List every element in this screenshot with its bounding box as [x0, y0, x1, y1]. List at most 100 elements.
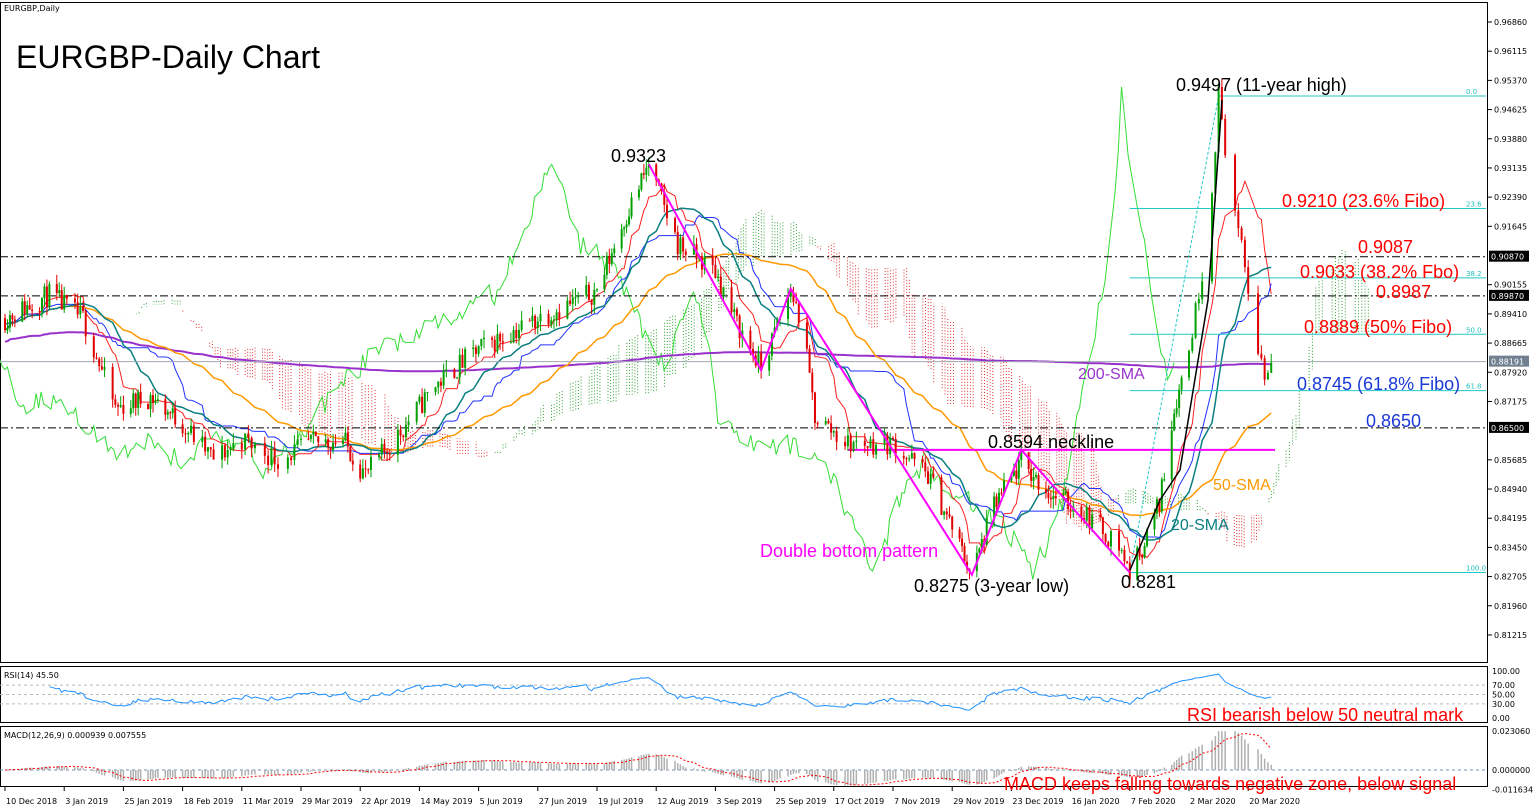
price-tick-label: 0.92390	[1494, 193, 1527, 202]
candle-body	[608, 256, 611, 265]
candle-body	[692, 244, 695, 255]
candle-body	[458, 354, 461, 378]
candle-body	[244, 433, 247, 450]
candle-body	[827, 420, 830, 424]
candle-body	[663, 191, 666, 205]
candle-body	[404, 424, 407, 438]
candle-body	[824, 420, 827, 425]
candle-body	[174, 408, 177, 425]
candle-body	[1191, 337, 1194, 351]
candle-body	[932, 473, 935, 478]
candle-body	[26, 305, 29, 315]
candle-body	[349, 446, 352, 461]
candle-body	[369, 456, 372, 470]
candle-body	[187, 432, 190, 435]
candle-body	[574, 297, 577, 299]
candle-body	[1067, 491, 1070, 510]
candle-body	[816, 422, 819, 425]
candle-body	[993, 496, 996, 519]
candle-body	[226, 450, 229, 458]
candle-body	[830, 423, 833, 433]
candle-body	[169, 412, 172, 414]
price-tick-label: 0.85685	[1494, 456, 1527, 465]
candle-body	[1138, 547, 1141, 555]
price-tick-label: 0.87920	[1494, 368, 1527, 377]
candle-body	[719, 276, 722, 296]
price-tick-label: 0.83450	[1494, 543, 1527, 552]
candle-body	[38, 311, 41, 313]
candle-body	[910, 453, 913, 459]
candle-body	[477, 345, 480, 354]
rsi-tick-label: 50.00	[1492, 691, 1515, 700]
candle-body	[684, 251, 687, 255]
candle-body	[1120, 549, 1123, 551]
candle-body	[1109, 531, 1112, 547]
double-bottom-pattern-lines	[647, 99, 1223, 577]
candle-body	[722, 287, 725, 296]
date-tick-label: 10 Dec 2018	[6, 797, 57, 806]
candle-body	[1194, 303, 1197, 338]
date-tick-label: 16 Jan 2020	[1072, 797, 1120, 806]
candle-body	[1197, 299, 1200, 304]
candle-body	[293, 444, 296, 461]
candle-body	[1035, 475, 1038, 478]
candle-body	[539, 313, 542, 322]
candle-body	[1054, 495, 1057, 499]
candle-body	[367, 469, 370, 471]
candle-body	[250, 437, 253, 449]
date-tick-label: 12 Aug 2019	[657, 797, 708, 806]
candle-body	[437, 381, 440, 388]
candle-body	[547, 313, 550, 325]
candle-body	[1003, 480, 1005, 493]
candle-body	[1243, 239, 1246, 268]
candle-body	[137, 391, 140, 408]
candle-body	[1047, 493, 1050, 498]
candle-body	[1030, 469, 1033, 481]
candle-body	[637, 189, 640, 198]
rsi-tick-label: 70.00	[1492, 681, 1515, 690]
price-panel-frame	[0, 2, 1488, 663]
candle-body	[587, 284, 590, 300]
candle-body	[571, 297, 574, 304]
candle-body	[1153, 513, 1156, 530]
sma-50-line	[4, 253, 1272, 517]
candle-body	[1052, 495, 1055, 500]
candle-body	[434, 387, 437, 393]
candle-body	[1214, 152, 1217, 194]
annotation-0-8650: 0.8650	[1366, 411, 1421, 431]
price-tick-label: 0.82705	[1494, 573, 1527, 582]
candle-body	[902, 456, 905, 459]
candle-body	[201, 436, 204, 442]
candle-body	[499, 334, 502, 342]
date-tick-label: 14 May 2019	[420, 797, 472, 806]
candle-body	[6, 327, 9, 330]
candle-body	[1188, 350, 1190, 378]
candle-body	[84, 310, 87, 337]
price-tick-label: 0.81215	[1494, 631, 1527, 640]
candle-body	[351, 460, 354, 465]
candle-body	[978, 548, 981, 553]
date-tick-label: 17 Oct 2019	[835, 797, 884, 806]
price-marker-label: 0.89870	[1491, 292, 1524, 301]
pattern-zigzag	[647, 163, 1131, 577]
candle-body	[474, 347, 477, 354]
macd-label: MACD(12,26,9) 0.000939 0.007555	[4, 731, 146, 740]
candle-body	[240, 443, 243, 450]
candle-body	[1085, 507, 1088, 521]
price-tick-label: 0.89410	[1494, 310, 1527, 319]
candle-body	[402, 435, 405, 438]
price-tick-label: 0.94625	[1494, 106, 1527, 115]
candle-body	[1201, 281, 1204, 300]
fibonacci-level-label: 50.0	[1466, 326, 1482, 334]
candle-body	[846, 435, 849, 447]
candle-body	[396, 429, 399, 455]
fibonacci-level-label: 23.6	[1466, 200, 1482, 208]
price-tick-label: 0.95370	[1494, 76, 1527, 85]
candle-body	[341, 440, 344, 445]
candle-body	[82, 306, 85, 311]
candle-body	[190, 425, 193, 433]
candle-body	[461, 354, 464, 368]
candle-body	[380, 444, 383, 455]
candle-body	[630, 197, 633, 217]
candle-body	[958, 529, 961, 539]
